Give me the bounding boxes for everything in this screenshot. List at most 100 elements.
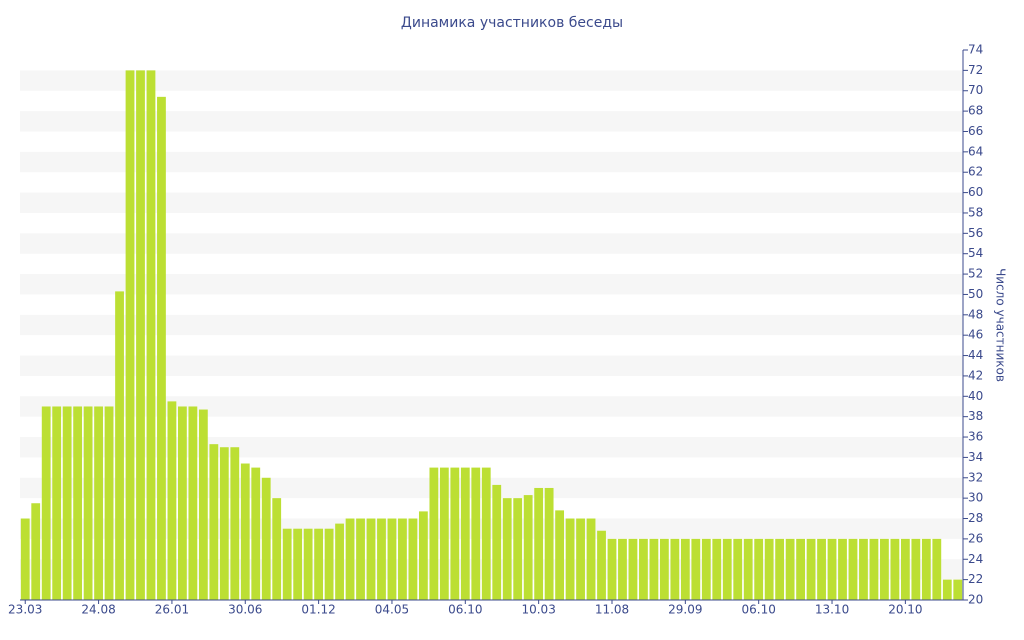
y-tick-label: 28 bbox=[968, 511, 983, 525]
bar bbox=[272, 498, 282, 600]
bar bbox=[796, 538, 805, 600]
bar bbox=[576, 518, 585, 600]
y-axis-label: Число участников bbox=[994, 268, 1008, 382]
x-tick-label: 01.12 bbox=[301, 603, 335, 617]
bar bbox=[52, 406, 62, 600]
y-tick-label: 48 bbox=[968, 307, 983, 321]
bar bbox=[691, 538, 701, 600]
x-tick-label: 26.01 bbox=[155, 603, 189, 617]
bar bbox=[911, 538, 921, 600]
y-tick-label: 68 bbox=[968, 104, 983, 118]
bar bbox=[198, 409, 208, 600]
bar bbox=[639, 538, 648, 600]
grid-band bbox=[20, 274, 963, 295]
x-tick-label: 13.10 bbox=[815, 603, 849, 617]
bar bbox=[157, 96, 166, 600]
y-tick-label: 20 bbox=[968, 593, 983, 607]
bar bbox=[859, 538, 868, 600]
chart-title: Динамика участников беседы bbox=[401, 15, 623, 31]
bar bbox=[20, 518, 30, 600]
bar bbox=[209, 444, 219, 600]
bar bbox=[282, 528, 292, 600]
x-tick-label: 06.10 bbox=[742, 603, 776, 617]
bar bbox=[869, 538, 879, 600]
bar bbox=[492, 484, 502, 600]
y-tick-label: 66 bbox=[968, 124, 983, 138]
y-tick-label: 60 bbox=[968, 185, 983, 199]
bar bbox=[471, 467, 481, 600]
bar bbox=[838, 538, 847, 600]
bar bbox=[240, 463, 250, 600]
grid-band bbox=[20, 233, 963, 254]
bar bbox=[73, 406, 83, 600]
y-tick-label: 26 bbox=[968, 531, 983, 545]
x-tick-label: 10.03 bbox=[521, 603, 555, 617]
bar bbox=[502, 498, 512, 600]
bar bbox=[104, 406, 114, 600]
bar bbox=[764, 538, 774, 600]
bar bbox=[544, 487, 554, 600]
bar bbox=[618, 538, 627, 600]
x-tick-label: 06.10 bbox=[448, 603, 482, 617]
bar bbox=[513, 498, 523, 600]
y-tick-label: 72 bbox=[968, 63, 983, 77]
bar bbox=[251, 467, 261, 600]
x-tick-label: 29.09 bbox=[668, 603, 702, 617]
y-tick-label: 50 bbox=[968, 287, 983, 301]
bar bbox=[460, 467, 470, 600]
bar bbox=[429, 467, 439, 600]
bar bbox=[146, 70, 156, 601]
y-tick-label: 38 bbox=[968, 409, 983, 423]
bar bbox=[261, 477, 271, 600]
bar bbox=[366, 518, 376, 600]
grid-band bbox=[20, 437, 963, 458]
bar bbox=[712, 538, 722, 600]
grid-band bbox=[20, 151, 963, 173]
bar bbox=[31, 503, 41, 600]
bar bbox=[680, 538, 690, 600]
x-tick-label: 20.10 bbox=[888, 603, 922, 617]
y-tick-label: 40 bbox=[968, 389, 983, 403]
bar bbox=[880, 538, 889, 600]
bar bbox=[775, 538, 785, 600]
bar bbox=[827, 538, 837, 600]
y-tick-label: 24 bbox=[968, 552, 983, 566]
y-tick-label: 64 bbox=[968, 144, 983, 158]
bar bbox=[439, 467, 449, 600]
bar bbox=[345, 518, 355, 600]
y-tick-label: 56 bbox=[968, 226, 983, 240]
y-tick-label: 32 bbox=[968, 470, 983, 484]
bar bbox=[481, 467, 491, 600]
x-tick-label: 11.08 bbox=[595, 603, 629, 617]
bar bbox=[722, 538, 732, 600]
grid-band bbox=[20, 396, 963, 417]
bar bbox=[356, 518, 365, 600]
bar bbox=[900, 538, 910, 600]
x-tick-label: 30.06 bbox=[228, 603, 262, 617]
x-tick-label: 24.08 bbox=[81, 603, 115, 617]
bar bbox=[890, 538, 900, 600]
bar bbox=[408, 518, 418, 600]
y-tick-label: 44 bbox=[968, 348, 983, 362]
bar bbox=[701, 538, 711, 600]
bar bbox=[670, 538, 680, 600]
bar bbox=[230, 447, 240, 600]
bar bbox=[534, 487, 544, 600]
y-tick-label: 46 bbox=[968, 328, 983, 342]
bar bbox=[62, 406, 72, 600]
y-tick-label: 62 bbox=[968, 165, 983, 179]
bar bbox=[450, 467, 460, 600]
bar bbox=[83, 406, 93, 600]
y-tick-label: 22 bbox=[968, 572, 983, 586]
bar bbox=[754, 538, 764, 600]
y-tick-label: 52 bbox=[968, 267, 983, 281]
bar bbox=[398, 518, 407, 600]
x-tick-label: 04.05 bbox=[375, 603, 409, 617]
bar bbox=[303, 528, 313, 600]
bar bbox=[659, 538, 669, 600]
y-tick-label: 54 bbox=[968, 246, 983, 260]
grid-band bbox=[20, 111, 963, 132]
grid-band bbox=[20, 355, 963, 376]
y-tick-label: 34 bbox=[968, 450, 983, 464]
